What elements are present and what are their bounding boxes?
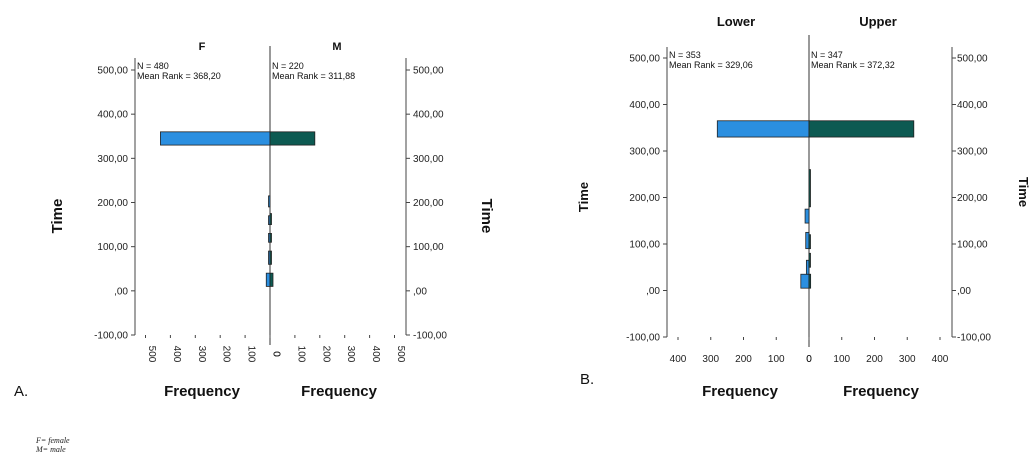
x-tick-label-right: 0 [806, 354, 812, 365]
x-tick-label-left: 300 [196, 346, 207, 363]
y-tick-label-left: 400,00 [629, 100, 660, 111]
bar-upper-0 [808, 273, 812, 289]
bar-upper-1 [808, 252, 811, 268]
x-tick-label-left: 200 [221, 346, 232, 363]
y-tick-label-right: 500,00 [413, 66, 444, 77]
n-annotation-left: N = 480 [137, 61, 169, 71]
x-tick-label-left: 100 [246, 346, 257, 363]
y-tick-label-right: 200,00 [957, 193, 988, 204]
bar-lower-2 [805, 231, 810, 250]
n-annotation-left: N = 353 [669, 50, 701, 60]
mean-rank-annotation-left: Mean Rank = 368,20 [137, 71, 221, 81]
x-tick-label-left: 400 [171, 346, 182, 363]
y-tick-label-left: 300,00 [629, 147, 660, 158]
x-tick-label-left: 0 [271, 351, 282, 357]
y-tick-label-left: -100,00 [94, 331, 128, 342]
y-tick-label-left: 400,00 [97, 110, 128, 121]
y-axis-title-left: Time [576, 182, 591, 212]
x-tick-label-left: 0 [806, 354, 812, 365]
y-tick-label-right: 100,00 [957, 240, 988, 251]
mean-rank-annotation-right: Mean Rank = 311,88 [272, 71, 355, 81]
x-axis-title-right: Frequency [301, 383, 378, 400]
legend-note-male: M= male [36, 445, 66, 454]
y-tick-label-left: 300,00 [97, 154, 128, 165]
legend-note-female: F= female [36, 436, 70, 445]
y-tick-label-left: 100,00 [629, 240, 660, 251]
mean-rank-annotation-left: Mean Rank = 329,06 [669, 60, 753, 70]
x-tick-label-left: 200 [735, 354, 752, 365]
x-axis-title-left: Frequency [702, 383, 779, 400]
y-tick-label-left: 200,00 [629, 193, 660, 204]
y-tick-label-right: 400,00 [413, 110, 444, 121]
panel-label: A. [14, 383, 28, 400]
bar-lower-0 [800, 273, 810, 289]
x-tick-label-left: 500 [146, 346, 157, 363]
x-tick-label-right: 300 [899, 354, 916, 365]
chart-panel-b: -100,00 -100,00 ,00 ,00 100,00 100,00 200,00 20… [576, 14, 1031, 400]
x-tick-label-left: 300 [702, 354, 719, 365]
mean-rank-annotation-right: Mean Rank = 372,32 [811, 60, 895, 70]
y-tick-label-right: 300,00 [957, 147, 988, 158]
y-tick-label-right: ,00 [957, 286, 971, 297]
y-tick-label-right: 500,00 [957, 54, 988, 65]
bar-m-4 [269, 131, 316, 146]
legend-note: F= female M= male [36, 436, 70, 454]
bar-f-0 [265, 272, 271, 287]
bar-m-0 [269, 272, 274, 287]
bar-lower-4 [716, 120, 810, 138]
y-tick-label-left: ,00 [114, 286, 128, 297]
group-label-right: M [332, 41, 341, 53]
n-annotation-right: N = 347 [811, 50, 843, 60]
n-annotation-right: N = 220 [272, 61, 304, 71]
x-tick-label-right: 400 [370, 346, 381, 363]
bar-m-3 [269, 213, 272, 225]
x-tick-label-right: 100 [833, 354, 850, 365]
bar-m-2 [269, 233, 272, 243]
x-tick-label-right: 500 [395, 346, 406, 363]
y-tick-label-right: 300,00 [413, 154, 444, 165]
y-axis-title-right: Time [1016, 177, 1031, 207]
y-tick-label-right: 400,00 [957, 100, 988, 111]
y-axis-title-right: Time [478, 199, 495, 234]
x-tick-label-right: 400 [932, 354, 949, 365]
x-axis-title-left: Frequency [164, 383, 241, 400]
y-tick-label-right: 100,00 [413, 242, 444, 253]
y-axis-title-left: Time [49, 199, 66, 234]
y-tick-label-left: 200,00 [97, 198, 128, 209]
y-tick-label-left: ,00 [646, 286, 660, 297]
group-label-left: Lower [717, 14, 755, 29]
x-tick-label-right: 100 [295, 346, 306, 363]
x-tick-label-left: 400 [670, 354, 687, 365]
chart-panel-a: -100,00 -100,00 ,00 ,00 100,00 100,00 200,00 20… [14, 41, 495, 400]
bar-upper-4 [808, 120, 915, 138]
y-tick-label-left: 500,00 [97, 66, 128, 77]
bar-f-4 [268, 195, 271, 208]
y-tick-label-right: -100,00 [413, 331, 447, 342]
y-tick-label-right: -100,00 [957, 333, 991, 344]
bar-upper-2 [808, 234, 811, 250]
x-tick-label-left: 100 [768, 354, 785, 365]
panel-label: B. [580, 371, 594, 388]
group-label-left: F [199, 41, 206, 53]
x-tick-label-right: 300 [345, 346, 356, 363]
y-tick-label-left: 500,00 [629, 54, 660, 65]
bar-lower-3 [804, 208, 810, 224]
bar-m-1 [269, 250, 272, 265]
x-axis-title-right: Frequency [843, 383, 920, 400]
y-tick-label-right: ,00 [413, 286, 427, 297]
bar-upper-3 [808, 169, 811, 208]
x-tick-label-right: 0 [271, 351, 282, 357]
y-tick-label-left: 100,00 [97, 242, 128, 253]
y-tick-label-left: -100,00 [626, 333, 660, 344]
group-label-right: Upper [859, 14, 897, 29]
y-tick-label-right: 200,00 [413, 198, 444, 209]
bar-f-5 [160, 131, 271, 146]
x-tick-label-right: 200 [320, 346, 331, 363]
x-tick-label-right: 200 [866, 354, 883, 365]
